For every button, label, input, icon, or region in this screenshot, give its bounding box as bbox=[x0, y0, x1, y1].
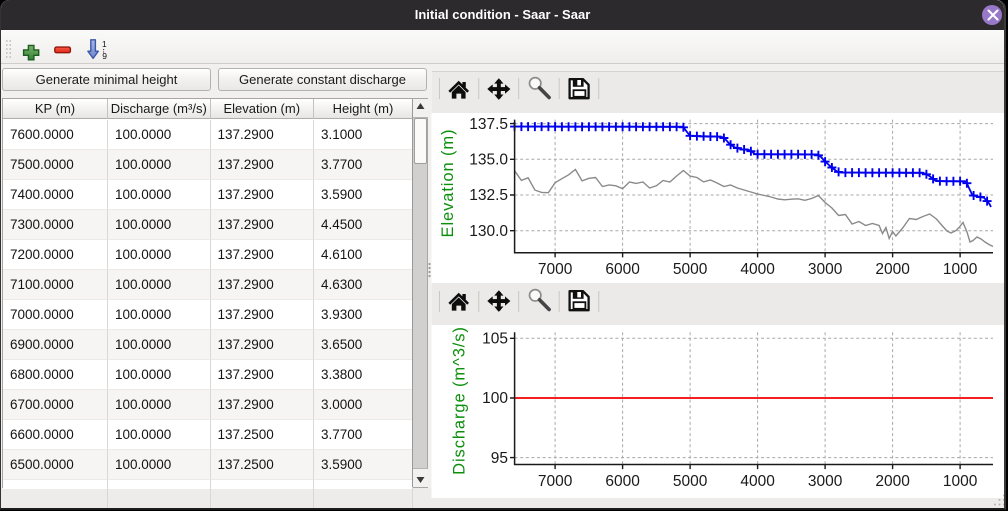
svg-text:3000: 3000 bbox=[808, 261, 843, 278]
svg-text:7000: 7000 bbox=[538, 261, 573, 278]
svg-text:105: 105 bbox=[482, 331, 508, 348]
svg-text:7000: 7000 bbox=[538, 473, 573, 490]
svg-text:95: 95 bbox=[491, 450, 508, 467]
svg-text:2000: 2000 bbox=[875, 261, 910, 278]
svg-text:137.5: 137.5 bbox=[469, 116, 508, 133]
svg-text:Discharge (m^3/s): Discharge (m^3/s) bbox=[451, 326, 469, 475]
svg-text:1000: 1000 bbox=[943, 261, 978, 278]
svg-text:1: 1 bbox=[102, 39, 107, 49]
svg-text:6000: 6000 bbox=[605, 473, 640, 490]
svg-text:9: 9 bbox=[102, 51, 107, 61]
svg-text:132.5: 132.5 bbox=[469, 187, 508, 204]
svg-text:4000: 4000 bbox=[740, 473, 775, 490]
svg-text:3000: 3000 bbox=[808, 473, 843, 490]
svg-text:100: 100 bbox=[482, 390, 508, 407]
svg-text:6000: 6000 bbox=[605, 261, 640, 278]
svg-text:130.0: 130.0 bbox=[469, 223, 508, 240]
svg-text:5000: 5000 bbox=[673, 261, 708, 278]
svg-text:4000: 4000 bbox=[740, 261, 775, 278]
svg-text:2000: 2000 bbox=[875, 473, 910, 490]
svg-text:1000: 1000 bbox=[943, 473, 978, 490]
svg-text:135.0: 135.0 bbox=[469, 152, 508, 169]
svg-text:5000: 5000 bbox=[673, 473, 708, 490]
svg-text:Elevation (m): Elevation (m) bbox=[439, 129, 457, 238]
